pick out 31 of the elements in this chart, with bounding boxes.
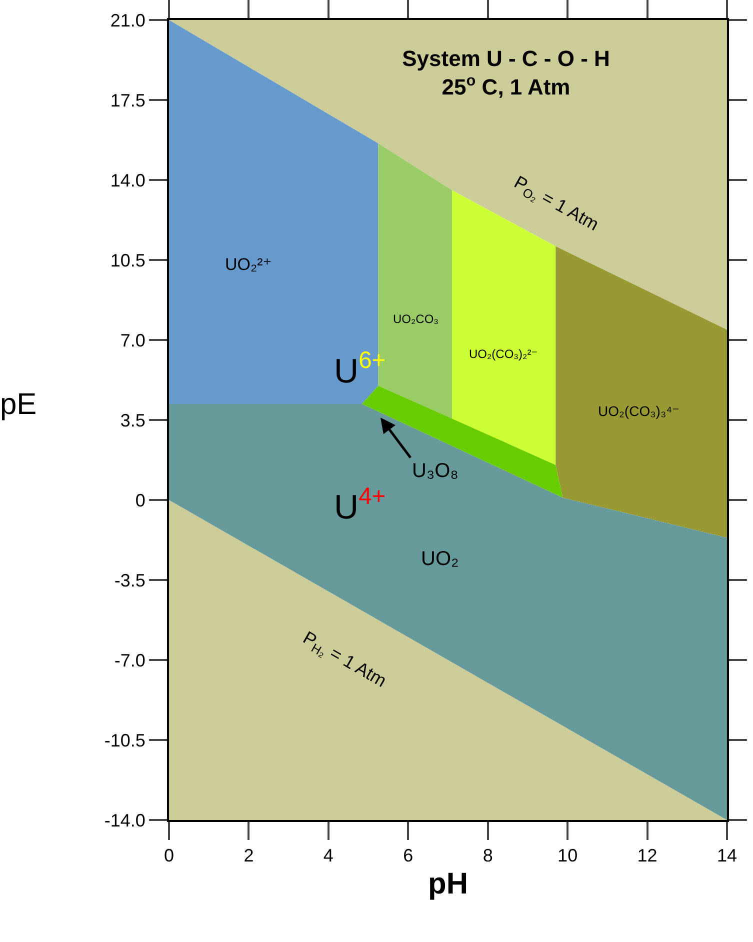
x-tick-label: 14 [716, 846, 738, 866]
series-label: UO₂²⁺ [225, 255, 272, 274]
x-tick-label: 8 [482, 846, 493, 866]
series-label: UO₂(CO₃)₃⁴⁻ [598, 403, 680, 419]
y-tick-label: -10.5 [104, 730, 146, 750]
series-label: U₃O₈ [412, 460, 458, 482]
y-tick-label: 14.0 [110, 170, 146, 190]
y-tick-label: 10.5 [110, 250, 146, 270]
text: 25$^{o}$ C, 1 Atm [442, 72, 570, 100]
series-label: UO₂ [421, 548, 459, 570]
x-tick-label: 4 [323, 846, 334, 866]
x-axis-title: pH [428, 868, 468, 901]
y-tick-label: 21.0 [110, 10, 146, 30]
y-tick-label: 17.5 [110, 90, 146, 110]
y-tick-label: 3.5 [120, 410, 146, 430]
y-tick-label: -7.0 [114, 650, 146, 670]
text: System U - C - O - H [402, 46, 610, 71]
y-tick-label: 7.0 [120, 330, 146, 350]
y-tick-label: 0 [135, 490, 146, 510]
annotation: U$^{6+}$ [334, 347, 386, 390]
x-tick-label: 10 [558, 846, 578, 866]
y-tick-label: -3.5 [114, 570, 146, 590]
series-label: UO₂CO₃ [393, 312, 439, 326]
y-axis-title: pE [0, 388, 37, 421]
series-label: UO₂(CO₃)₂²⁻ [469, 347, 538, 361]
x-tick-label: 0 [164, 846, 174, 866]
x-tick-label: 6 [403, 846, 414, 866]
x-tick-label: 12 [637, 846, 658, 866]
annotation: U$^{4+}$ [334, 483, 386, 526]
y-tick-label: -14.0 [104, 810, 146, 830]
x-tick-label: 2 [244, 846, 254, 866]
